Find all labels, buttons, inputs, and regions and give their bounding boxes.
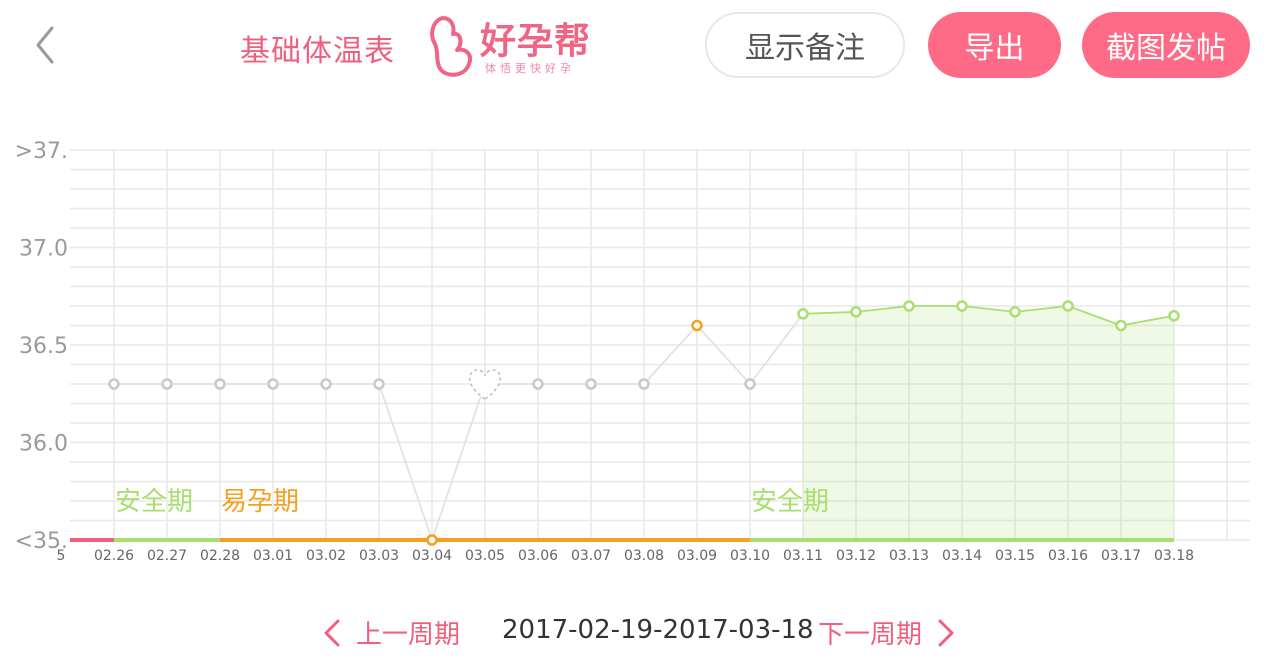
chevron-left-icon [324, 619, 340, 646]
data-point [532, 378, 544, 390]
x-tick-label: 03.14 [942, 548, 982, 564]
x-tick-label: 03.09 [677, 548, 717, 564]
x-tick-label: 03.04 [412, 548, 452, 564]
data-point [744, 378, 756, 390]
phase-label-fertile: 易孕期 [221, 487, 299, 517]
data-point [585, 378, 597, 390]
x-tick-label: 03.13 [889, 548, 929, 564]
data-point [850, 306, 862, 318]
x-tick-label: 02.28 [200, 548, 240, 564]
next-cycle-button[interactable]: 下一周期 [818, 614, 960, 651]
data-point [1115, 319, 1127, 332]
show-notes-button[interactable]: 显示备注 [705, 12, 905, 78]
x-tick-label: 03.18 [1154, 548, 1194, 564]
data-point [691, 319, 703, 332]
prev-cycle-label: 上一周期 [356, 620, 461, 650]
x-tick-label: 03.08 [624, 548, 664, 564]
safe-phase-area [803, 306, 1174, 540]
data-point [1062, 300, 1074, 312]
data-point [797, 308, 809, 320]
data-point [956, 300, 968, 312]
data-point [373, 378, 385, 390]
series-line-segment [431, 383, 486, 541]
x-tick-label: 03.06 [518, 548, 558, 564]
y-tick-label: 36.0 [19, 432, 68, 457]
data-point [1009, 306, 1021, 318]
x-tick-label: 03.16 [1048, 548, 1088, 564]
x-tick-label: 02.27 [147, 548, 187, 564]
top-bar: 基础体温表 好孕帮 体悟更快好孕 显示备注 导出 截图发帖 [0, 0, 1280, 95]
phase-label-safe: 安全期 [115, 487, 193, 517]
data-point [161, 378, 173, 390]
y-tick-label: 37.0 [19, 237, 68, 262]
x-tick-label: 03.05 [465, 548, 505, 564]
page-title: 基础体温表 [240, 34, 395, 69]
logo-tagline: 体悟更快好孕 [485, 62, 575, 75]
y-tick-label: 36.5 [19, 334, 68, 359]
x-tick-label: 03.02 [306, 548, 346, 564]
x-tick-label: 03.01 [253, 548, 293, 564]
data-point [214, 378, 226, 390]
prev-cycle-button[interactable]: 上一周期 [318, 614, 460, 651]
series-line-segment [1067, 305, 1122, 327]
x-tick-label: 03.11 [783, 548, 823, 564]
series-line-segment [1120, 314, 1175, 327]
data-point [320, 378, 332, 390]
data-point [1168, 310, 1180, 322]
back-chevron-icon[interactable] [28, 22, 64, 68]
series-line-segment [961, 305, 1016, 313]
y-tick-label: >37. [15, 139, 68, 164]
phase-label-safe: 安全期 [751, 487, 829, 517]
export-button[interactable]: 导出 [928, 12, 1061, 78]
series-line-segment [749, 313, 804, 385]
series-line-segment [855, 305, 910, 313]
cycle-date-range: 2017-02-19-2017-03-18 [502, 615, 814, 645]
series-line-segment [643, 324, 698, 385]
data-point [267, 378, 279, 390]
pregnant-silhouette-icon [430, 16, 472, 77]
data-point [903, 300, 915, 312]
x-tick-label: 03.03 [359, 548, 399, 564]
series-line-segment [802, 310, 857, 315]
chevron-right-icon [938, 619, 954, 646]
y-tick-label: <35. [15, 529, 68, 554]
x-tick-label: 03.10 [730, 548, 770, 564]
series-line-segment [378, 383, 433, 541]
series-line-segment [1014, 305, 1069, 313]
brand-logo: 好孕帮 体悟更快好孕 [425, 10, 595, 80]
cycle-navigation: 上一周期 2017-02-19-2017-03-18 下一周期 [0, 600, 1280, 660]
x-tick-label: 5 [57, 548, 66, 564]
heart-marker-point [469, 369, 501, 400]
data-point [108, 378, 120, 390]
series-line-segment [696, 324, 751, 385]
data-point [638, 378, 650, 390]
x-tick-label: 03.17 [1101, 548, 1141, 564]
data-point [426, 534, 438, 546]
x-tick-label: 03.07 [571, 548, 611, 564]
next-cycle-label: 下一周期 [818, 620, 923, 650]
logo-wordmark: 好孕帮 [480, 21, 592, 62]
screenshot-post-button[interactable]: 截图发帖 [1082, 12, 1250, 78]
x-tick-label: 03.12 [836, 548, 876, 564]
x-tick-label: 02.26 [94, 548, 134, 564]
x-tick-label: 03.15 [995, 548, 1035, 564]
